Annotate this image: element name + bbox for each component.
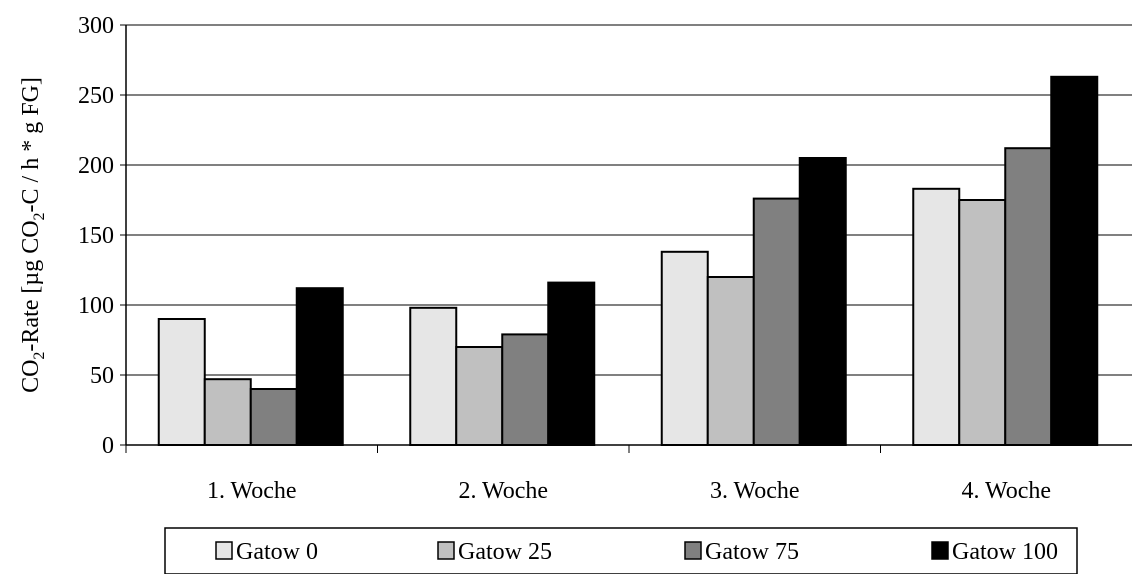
legend-swatch (931, 541, 949, 560)
x-category-label: 3. Woche (710, 478, 800, 504)
legend-swatch (684, 541, 702, 560)
bar (752, 197, 801, 446)
bar (455, 346, 504, 446)
bars (157, 75, 1099, 447)
legend-swatch (215, 541, 233, 560)
legend-label: Gatow 0 (236, 539, 318, 565)
grid-lines (126, 24, 1132, 376)
bar (798, 157, 847, 446)
bar (501, 333, 550, 446)
bar (1004, 147, 1053, 446)
bar (203, 378, 252, 447)
x-category-labels: 1. Woche 2. Woche 3. Woche 4. Woche (207, 478, 1051, 504)
legend-swatch (437, 541, 455, 560)
y-tick-label: 100 (78, 293, 114, 319)
y-tick-labels: 0 50 100 150 200 250 300 (78, 13, 114, 459)
bar (249, 388, 298, 446)
y-tick-label: 50 (90, 363, 114, 389)
bar (295, 287, 344, 447)
bar (958, 199, 1007, 446)
y-tick-label: 300 (78, 13, 114, 39)
ylabel-subscript-1: 2 (31, 352, 48, 360)
legend-label: Gatow 75 (705, 539, 799, 565)
bar (547, 281, 596, 446)
bar (157, 318, 206, 446)
y-axis-label: CO2-Rate [µg CO2-C / h * g FG] (18, 77, 48, 393)
ylabel-part-2: -Rate [µg CO (18, 220, 44, 351)
axes (120, 24, 1132, 453)
y-tick-label: 150 (78, 223, 114, 249)
bar (706, 276, 755, 446)
x-category-label: 4. Woche (961, 478, 1051, 504)
x-category-label: 2. Woche (458, 478, 548, 504)
ylabel-part-1: CO (18, 360, 44, 393)
legend-box (164, 527, 1078, 574)
bar (1050, 75, 1099, 447)
y-tick-label: 0 (102, 433, 114, 459)
bar (409, 306, 458, 446)
bar (912, 187, 961, 447)
y-tick-label: 250 (78, 83, 114, 109)
ylabel-part-3: -C / h * g FG] (18, 77, 44, 212)
bar (660, 250, 709, 446)
legend-label: Gatow 100 (952, 539, 1058, 565)
legend: Gatow 0 Gatow 25 Gatow 75 Gatow 100 (164, 527, 1078, 574)
x-category-label: 1. Woche (207, 478, 297, 504)
ylabel-subscript-2: 2 (31, 212, 48, 220)
legend-label: Gatow 25 (458, 539, 552, 565)
y-tick-label: 200 (78, 153, 114, 179)
